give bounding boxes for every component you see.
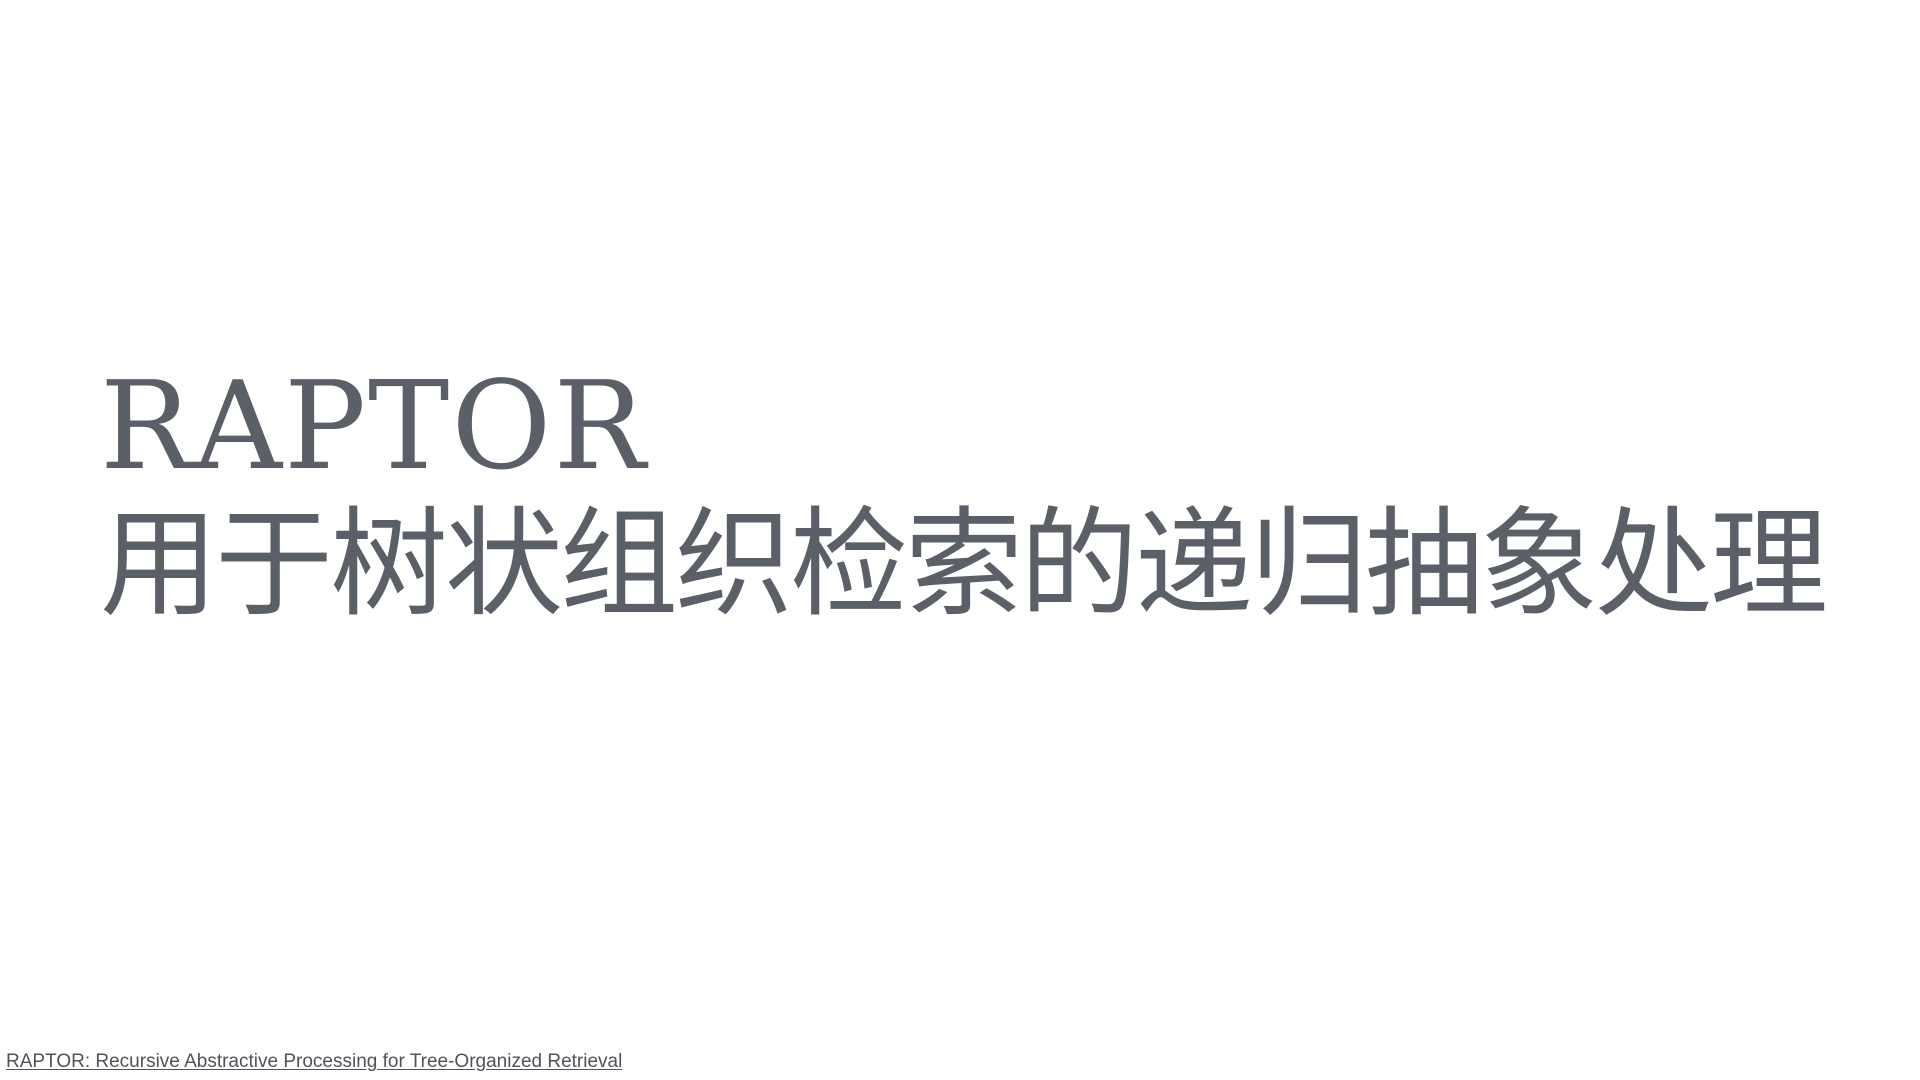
title-block: RAPTOR 用于树状组织检索的递归抽象处理 <box>100 360 1900 634</box>
title-english: RAPTOR <box>100 355 648 497</box>
title-chinese: 用于树状组织检索的递归抽象处理 <box>100 495 1828 633</box>
source-paper-link[interactable]: RAPTOR: Recursive Abstractive Processing… <box>6 1051 623 1072</box>
